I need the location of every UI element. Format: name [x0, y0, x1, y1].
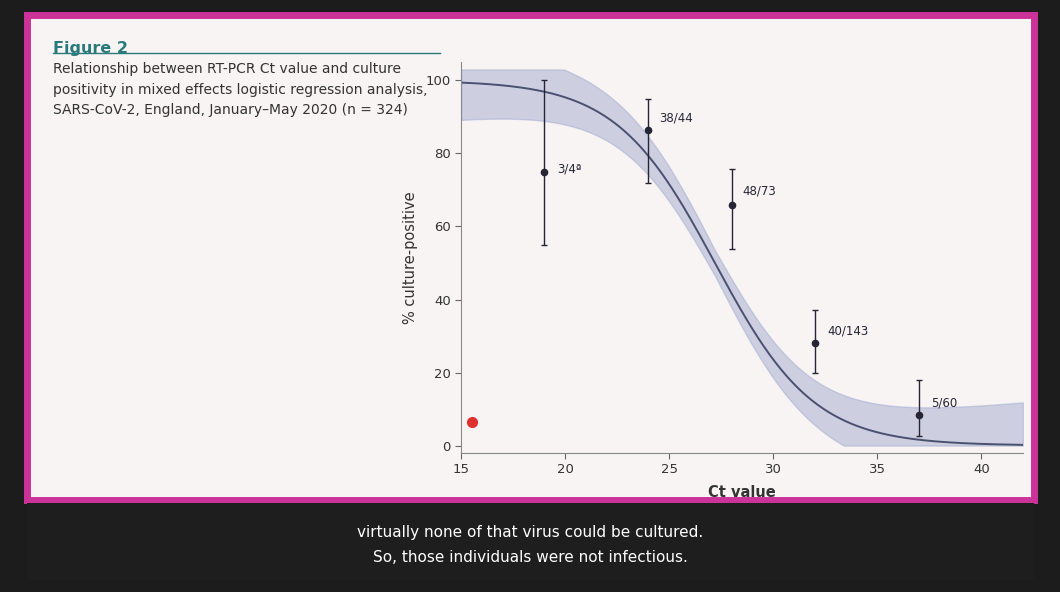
Text: virtually none of that virus could be cultured.: virtually none of that virus could be cu…: [357, 525, 703, 540]
Text: Figure 2: Figure 2: [53, 41, 128, 56]
Text: 38/44: 38/44: [658, 112, 692, 124]
Text: Relationship between RT-PCR Ct value and culture
positivity in mixed effects log: Relationship between RT-PCR Ct value and…: [53, 62, 427, 117]
Text: 5/60: 5/60: [932, 397, 957, 410]
Text: 3/4ª: 3/4ª: [556, 162, 581, 175]
Y-axis label: % culture-positive: % culture-positive: [404, 191, 419, 324]
Text: 40/143: 40/143: [827, 325, 868, 338]
Text: 48/73: 48/73: [742, 185, 776, 198]
Text: So, those individuals were not infectious.: So, those individuals were not infectiou…: [372, 550, 688, 565]
X-axis label: Ct value: Ct value: [708, 485, 776, 500]
